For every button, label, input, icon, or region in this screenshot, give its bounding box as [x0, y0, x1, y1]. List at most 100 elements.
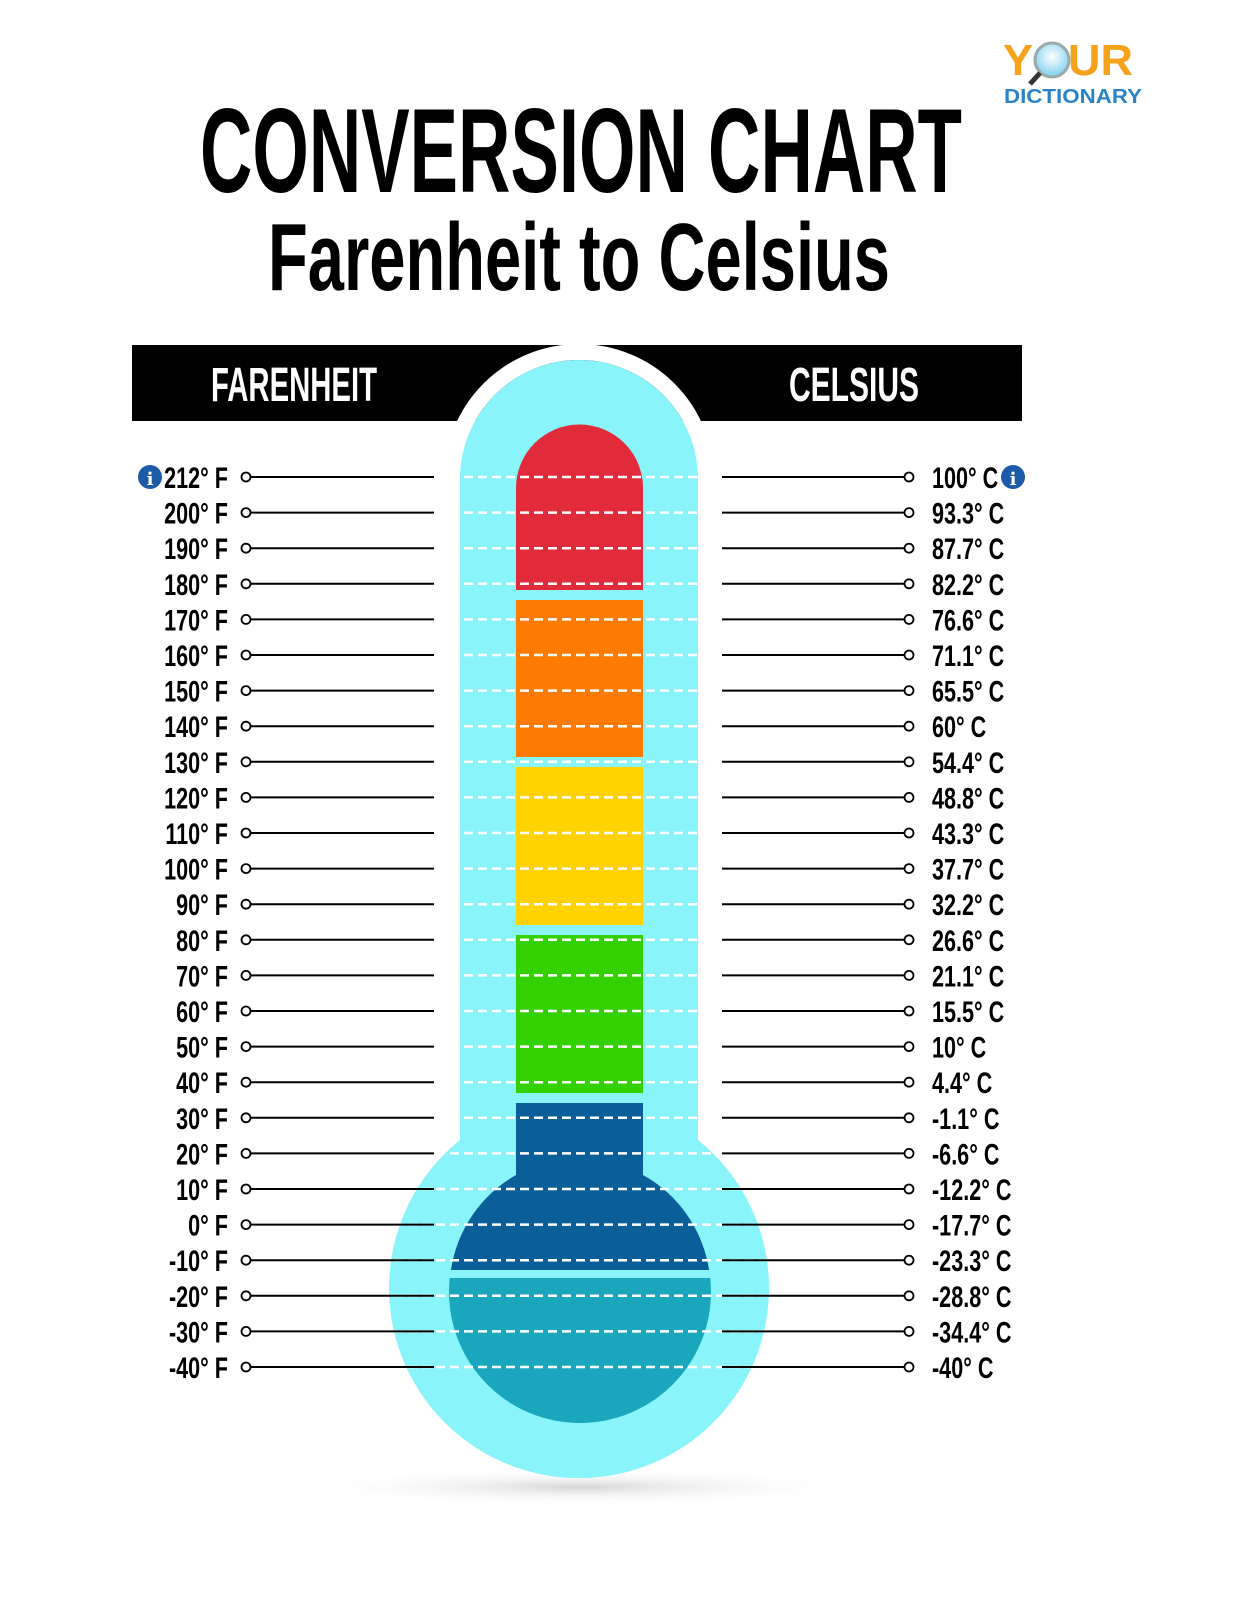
- fahrenheit-value: 130° F: [164, 745, 228, 779]
- celsius-value: 10° C: [932, 1030, 986, 1064]
- fahrenheit-value: 120° F: [164, 781, 228, 815]
- fahrenheit-value: -40° F: [169, 1350, 228, 1384]
- tick-dot: [903, 507, 915, 518]
- table-row: 140° F 60° C: [164, 710, 986, 744]
- celsius-header: CELSIUS: [789, 359, 919, 412]
- logo: YOUR DICTIONARY: [1003, 36, 1143, 108]
- fahrenheit-header: FARENHEIT: [211, 359, 377, 412]
- tick-dot: [903, 1254, 915, 1266]
- tick-dot: [903, 685, 915, 696]
- fahrenheit-value: -30° F: [169, 1315, 228, 1349]
- celsius-value: -17.7° C: [932, 1208, 1012, 1242]
- fahrenheit-value: 100° F: [164, 852, 228, 886]
- fahrenheit-value: 0° F: [188, 1208, 228, 1242]
- fahrenheit-value: 200° F: [164, 496, 228, 530]
- tick-dot: [240, 827, 252, 839]
- table-row: 90° F 32.2° C: [176, 888, 1004, 922]
- table-row: 30° F -1.1° C: [176, 1101, 999, 1135]
- tick-dot: [903, 614, 915, 625]
- tick-dot: [903, 756, 915, 768]
- table-row: 60° F 15.5° C: [176, 994, 1004, 1028]
- table-row: 40° F 4.4° C: [176, 1066, 992, 1100]
- tick-dot: [240, 1076, 252, 1088]
- table-row: 10° F -12.2° C: [176, 1172, 1011, 1206]
- tick-dot: [240, 685, 252, 696]
- thermometer-shadow: [300, 1469, 860, 1505]
- celsius-value: -6.6° C: [932, 1137, 1000, 1171]
- segment-red: [516, 424, 643, 590]
- svg-text:i: i: [1010, 469, 1017, 490]
- table-row: -40° F -40° C: [169, 1350, 994, 1384]
- tick-dot: [240, 507, 252, 518]
- tick-dot: [240, 1112, 252, 1124]
- fahrenheit-value: 110° F: [165, 816, 228, 850]
- celsius-value: -12.2° C: [932, 1172, 1012, 1206]
- info-icon[interactable]: i: [138, 465, 162, 490]
- tick-dot: [903, 1041, 915, 1052]
- tick-dot: [903, 1183, 915, 1195]
- segment-dark-blue: [451, 1103, 709, 1270]
- celsius-value: -34.4° C: [932, 1315, 1012, 1349]
- celsius-value: 100° C: [932, 460, 998, 494]
- tick-dot: [903, 792, 915, 803]
- tick-dot: [240, 898, 252, 910]
- tick-dot: [903, 542, 915, 554]
- fahrenheit-value: 50° F: [176, 1030, 228, 1064]
- fahrenheit-value: 150° F: [164, 674, 228, 708]
- fahrenheit-value: 40° F: [176, 1066, 228, 1100]
- svg-text:i: i: [147, 469, 154, 490]
- fahrenheit-value: 60° F: [176, 994, 228, 1028]
- celsius-value: 48.8° C: [932, 781, 1004, 815]
- tick-dot: [240, 970, 252, 981]
- tick-dot: [240, 1290, 252, 1302]
- tick-dot: [903, 1361, 915, 1373]
- segment-orange: [516, 600, 643, 757]
- tick-dot: [903, 578, 915, 590]
- table-row: 160° F 71.1° C: [164, 638, 1004, 672]
- tick-dot: [903, 970, 915, 981]
- celsius-value: 21.1° C: [932, 959, 1004, 993]
- table-row: 180° F 82.2° C: [164, 567, 1004, 601]
- celsius-value: 76.6° C: [932, 603, 1004, 637]
- celsius-value: 4.4° C: [932, 1066, 992, 1100]
- table-row: 120° F 48.8° C: [164, 781, 1004, 815]
- table-row: 100° F 37.7° C: [164, 852, 1004, 886]
- fahrenheit-value: -10° F: [169, 1244, 228, 1278]
- logo-bottom-text: DICTIONARY: [1004, 86, 1143, 108]
- tick-dot: [903, 1148, 915, 1159]
- tick-dot: [240, 471, 252, 483]
- fahrenheit-value: 10° F: [176, 1172, 228, 1206]
- tick-dot: [240, 756, 252, 768]
- fahrenheit-value: -20° F: [169, 1279, 228, 1313]
- celsius-value: -40° C: [932, 1350, 994, 1384]
- tick-dot: [903, 1112, 915, 1124]
- info-icon[interactable]: i: [1001, 465, 1025, 490]
- celsius-value: 87.7° C: [932, 532, 1004, 566]
- tick-dot: [240, 1005, 252, 1017]
- thermometer: [389, 344, 770, 1479]
- celsius-value: 37.7° C: [932, 852, 1004, 886]
- tick-dot: [903, 934, 915, 946]
- celsius-value: 26.6° C: [932, 923, 1004, 957]
- fahrenheit-value: 212° F: [164, 460, 228, 494]
- tick-dot: [240, 614, 252, 625]
- tick-dot: [240, 1041, 252, 1052]
- celsius-value: 54.4° C: [932, 745, 1004, 779]
- fahrenheit-value: 20° F: [176, 1137, 228, 1171]
- table-row: -10° F -23.3° C: [169, 1244, 1012, 1278]
- celsius-value: 82.2° C: [932, 567, 1004, 601]
- fahrenheit-value: 180° F: [164, 567, 228, 601]
- tick-dot: [240, 542, 252, 554]
- tick-dot: [903, 1219, 915, 1230]
- tick-dot: [240, 578, 252, 590]
- segment-green: [516, 935, 643, 1093]
- tick-dot: [903, 1005, 915, 1017]
- magnifier-icon: [1033, 41, 1071, 79]
- table-row: -20° F -28.8° C: [169, 1279, 1012, 1313]
- tick-dot: [240, 934, 252, 946]
- table-row: 212° F 100° C: [164, 460, 998, 494]
- celsius-value: 15.5° C: [932, 994, 1004, 1028]
- tick-dot: [240, 1219, 252, 1230]
